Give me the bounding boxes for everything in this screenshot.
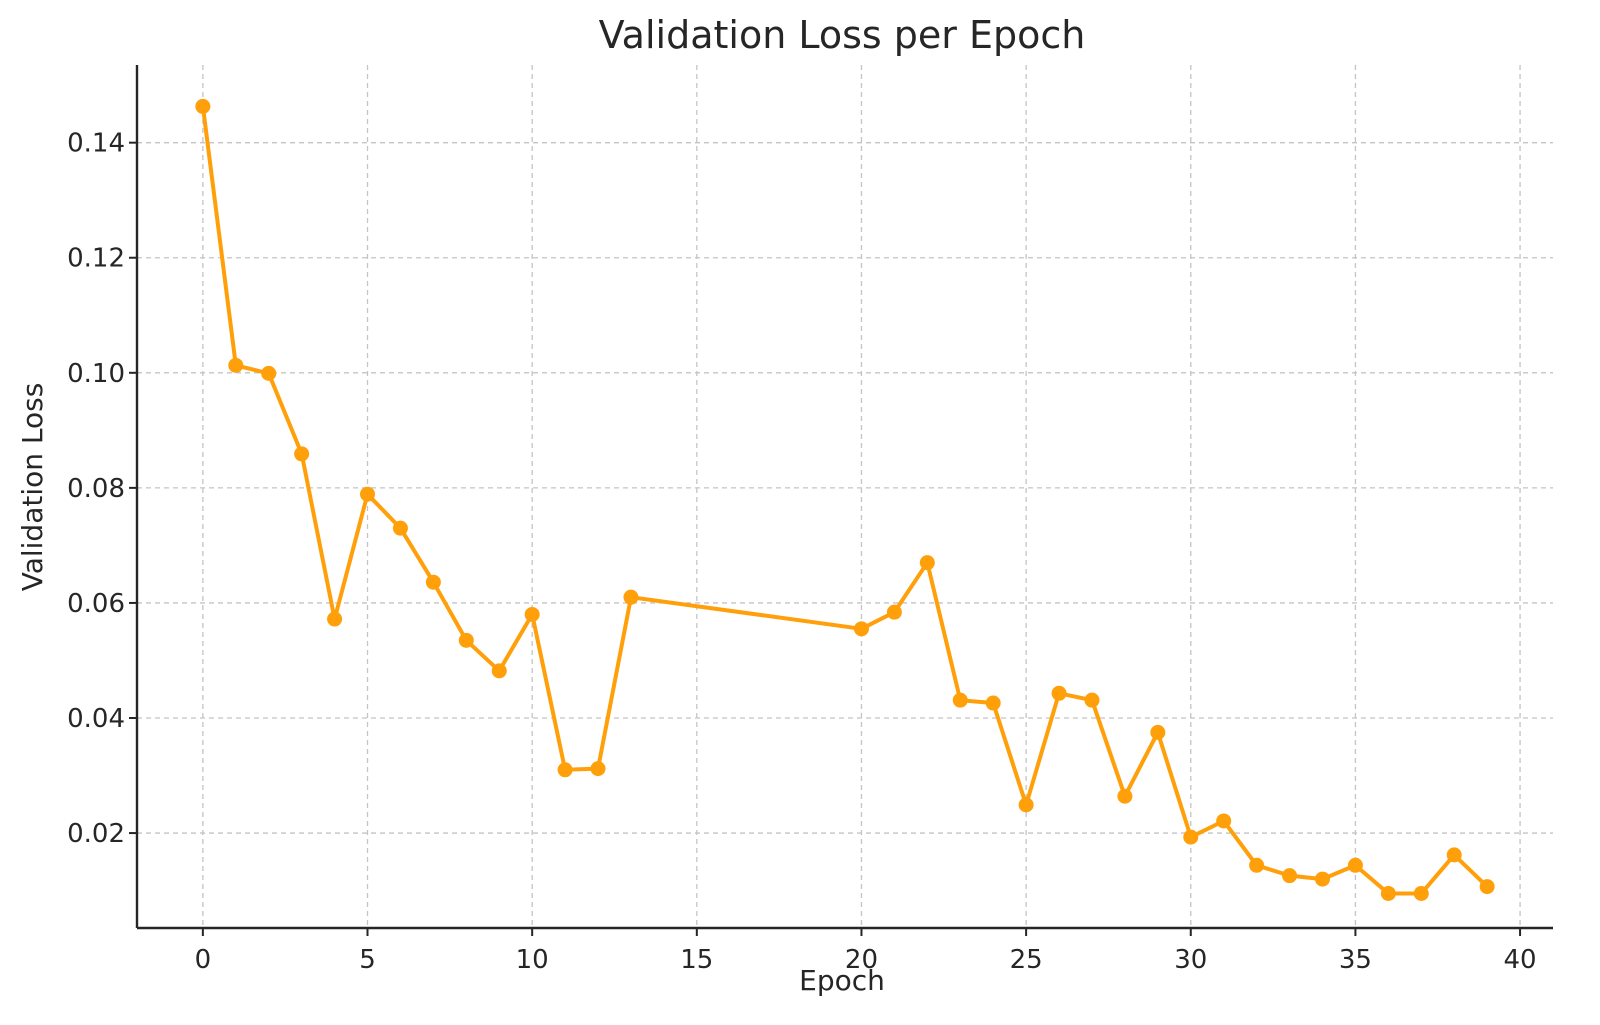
data-point — [1380, 885, 1396, 901]
data-point — [1150, 724, 1166, 740]
data-point — [1347, 857, 1363, 873]
data-point — [524, 606, 540, 622]
x-tick-label: 5 — [359, 945, 376, 975]
y-tick-label: 0.02 — [67, 819, 125, 849]
data-point — [557, 762, 573, 778]
data-point — [1479, 879, 1495, 895]
data-point — [1051, 685, 1067, 701]
y-tick-label: 0.10 — [67, 359, 125, 389]
data-point — [590, 761, 606, 777]
y-tick-label: 0.08 — [67, 474, 125, 504]
x-tick-label: 25 — [1010, 945, 1043, 975]
x-axis-label: Epoch — [799, 964, 885, 997]
data-point — [228, 357, 244, 373]
data-point — [458, 632, 474, 648]
data-point — [1249, 857, 1265, 873]
y-tick-label: 0.14 — [67, 129, 125, 159]
data-point — [1413, 885, 1429, 901]
data-point — [952, 692, 968, 708]
grid — [137, 65, 1553, 928]
data-point — [392, 520, 408, 536]
data-point — [491, 663, 507, 679]
chart-title: Validation Loss per Epoch — [599, 13, 1086, 57]
data-point — [195, 98, 211, 114]
x-tick-label: 30 — [1174, 945, 1207, 975]
axes: 0 5 10 15 20 25 30 35 40 0.02 0.04 0.06 0.08 0.10 0.12… — [67, 65, 1553, 975]
data-point — [886, 604, 902, 620]
data-point — [261, 365, 277, 381]
series-line — [200, 106, 1489, 896]
data-point — [1183, 829, 1199, 845]
data-point — [623, 589, 639, 605]
data-point — [1446, 847, 1462, 863]
data-point — [985, 695, 1001, 711]
data-point — [1314, 871, 1330, 887]
x-tick-label: 15 — [680, 945, 713, 975]
data-point — [294, 446, 310, 462]
y-axis-label: Validation Loss — [16, 383, 49, 592]
y-tick-label: 0.04 — [67, 704, 125, 734]
data-point — [1018, 797, 1034, 813]
data-point — [919, 555, 935, 571]
y-tick-label: 0.12 — [67, 244, 125, 274]
data-point — [1117, 788, 1133, 804]
data-point — [327, 611, 343, 627]
x-tick-label: 40 — [1504, 945, 1537, 975]
x-tick-label: 35 — [1339, 945, 1372, 975]
data-point — [1216, 813, 1232, 829]
x-tick-label: 10 — [516, 945, 549, 975]
data-point — [1282, 868, 1298, 884]
y-tick-label: 0.06 — [67, 589, 125, 619]
data-point — [853, 621, 869, 637]
x-tick-label: 20 — [845, 945, 878, 975]
data-point — [1084, 692, 1100, 708]
series-layer — [195, 98, 1495, 901]
x-tick-label: 0 — [195, 945, 212, 975]
data-point — [425, 574, 441, 590]
data-point — [360, 486, 376, 502]
